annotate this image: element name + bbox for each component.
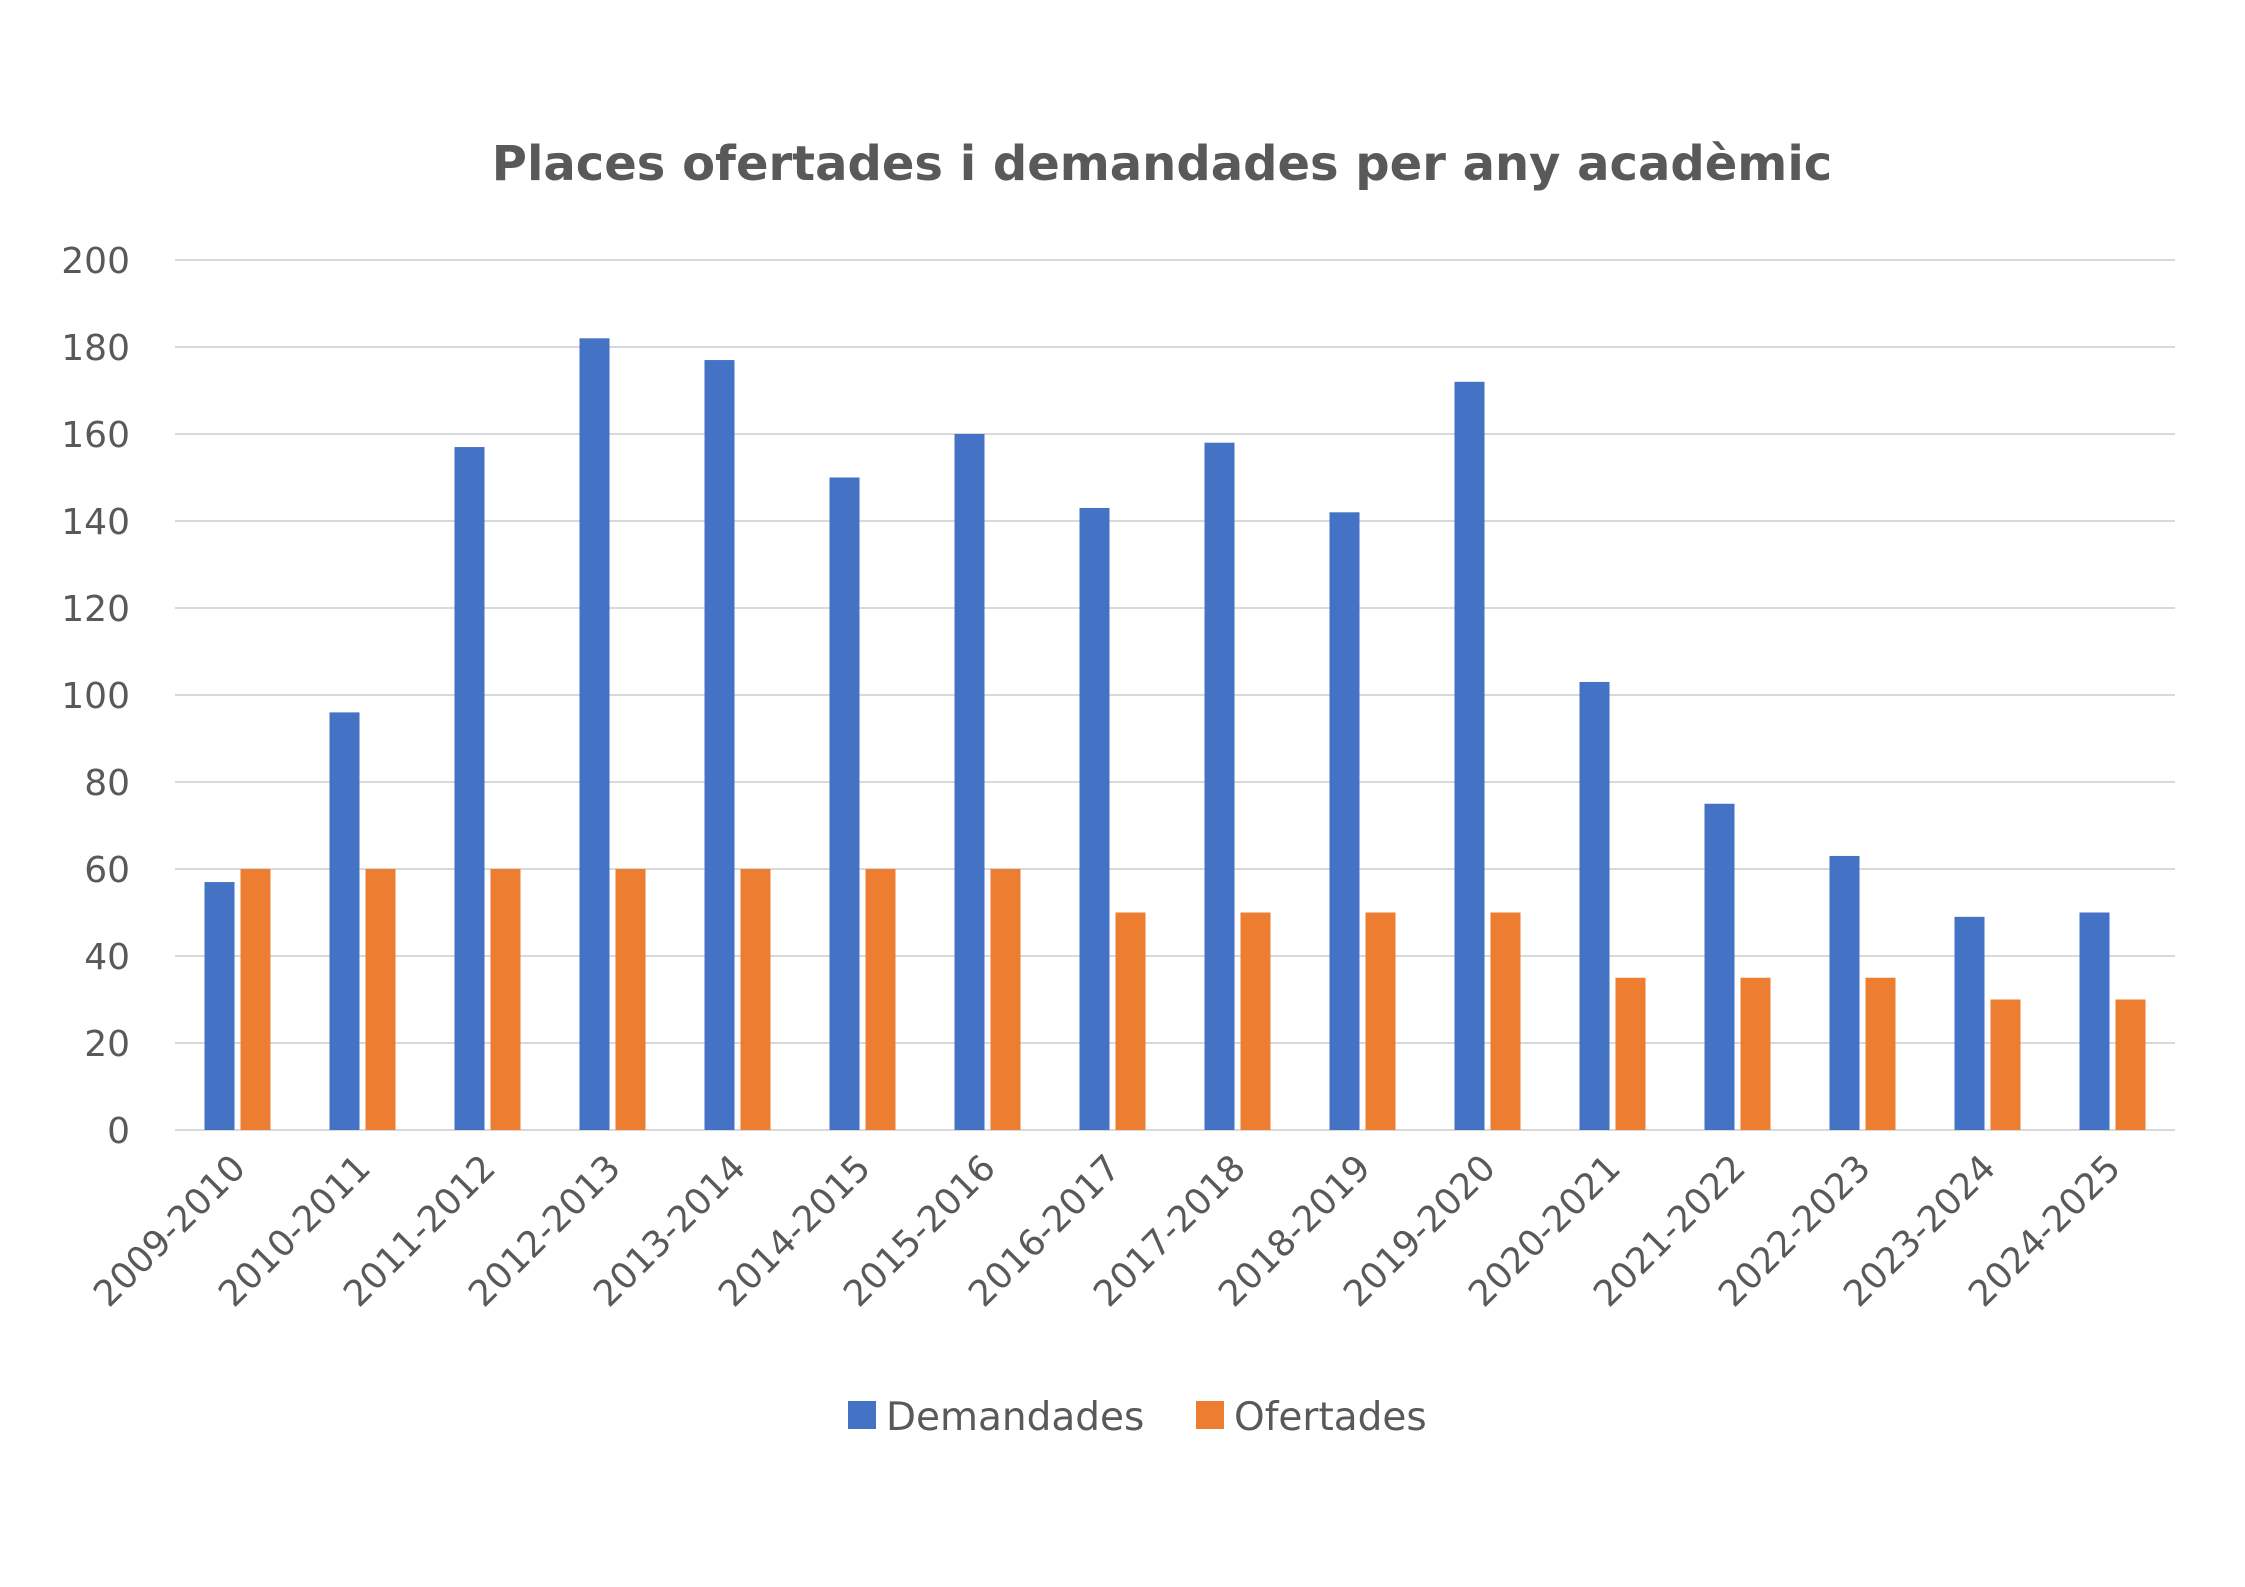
bar-ofertades [865, 869, 896, 1130]
bar-ofertades [490, 869, 521, 1130]
bar-demandades [1579, 681, 1610, 1130]
bar-ofertades [615, 869, 646, 1130]
legend-label-ofertades: Ofertades [1234, 1395, 1427, 1440]
bar-demandades [1079, 507, 1110, 1130]
y-tick-label: 0 [107, 1111, 130, 1152]
legend-label-demandades: Demandades [886, 1395, 1144, 1440]
bar-demandades [704, 360, 735, 1130]
bar-ofertades [365, 869, 396, 1130]
bar-demandades [1954, 916, 1985, 1130]
bar-demandades [204, 882, 235, 1130]
bar-demandades [1704, 803, 1735, 1130]
y-tick-label: 60 [84, 850, 130, 891]
y-tick-label: 140 [61, 502, 130, 543]
chart-title: Places ofertades i demandades per any ac… [492, 136, 1832, 192]
legend-swatch-demandades [848, 1401, 876, 1429]
bar-demandades [1329, 512, 1360, 1130]
y-tick-label: 100 [61, 676, 130, 717]
bar-demandades [454, 447, 485, 1130]
bar-ofertades [1615, 977, 1646, 1130]
bar-ofertades [1115, 912, 1146, 1130]
legend-swatch-ofertades [1196, 1401, 1224, 1429]
bar-ofertades [1365, 912, 1396, 1130]
bar-ofertades [1490, 912, 1521, 1130]
bar-demandades [954, 434, 985, 1130]
bar-ofertades [740, 869, 771, 1130]
y-tick-label: 200 [61, 241, 130, 282]
bar-demandades [829, 477, 860, 1130]
y-axis-ticks: 0 20 40 60 80 100 120 140 160 180 200 [61, 241, 130, 1152]
bar-demandades [2079, 912, 2110, 1130]
y-tick-label: 180 [61, 328, 130, 369]
bar-ofertades [2115, 999, 2146, 1130]
y-tick-label: 40 [84, 937, 130, 978]
bar-ofertades [990, 869, 1021, 1130]
bar-ofertades [240, 869, 271, 1130]
bar-ofertades [1740, 977, 1771, 1130]
bar-ofertades [1240, 912, 1271, 1130]
y-tick-label: 160 [61, 415, 130, 456]
bar-demandades [1204, 442, 1235, 1130]
y-tick-label: 20 [84, 1024, 130, 1065]
legend: Demandades Ofertades [848, 1395, 1427, 1440]
x-axis-ticks: 2009-20102010-20112011-20122012-20132013… [86, 1147, 2129, 1315]
y-tick-label: 120 [61, 589, 130, 630]
bar-ofertades [1865, 977, 1896, 1130]
bar-demandades [579, 338, 610, 1130]
bars [204, 338, 2146, 1130]
bar-demandades [329, 712, 360, 1130]
bar-demandades [1829, 855, 1860, 1130]
y-tick-label: 80 [84, 763, 130, 804]
bar-ofertades [1990, 999, 2021, 1130]
bar-demandades [1454, 381, 1485, 1130]
